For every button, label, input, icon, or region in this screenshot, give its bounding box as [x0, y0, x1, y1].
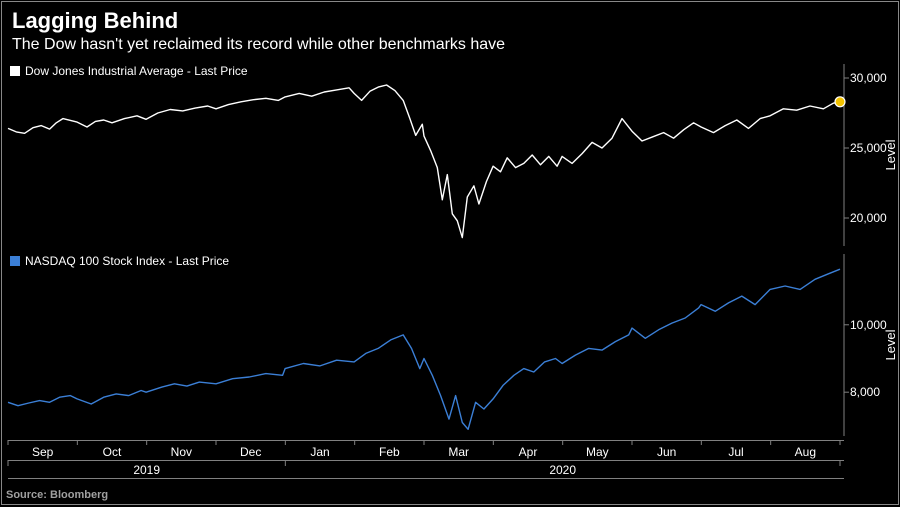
svg-text:10,000: 10,000	[850, 318, 887, 332]
svg-text:Jun: Jun	[657, 445, 676, 459]
svg-text:25,000: 25,000	[850, 141, 887, 155]
legend-swatch-icon	[10, 256, 20, 266]
legend-dow: Dow Jones Industrial Average - Last Pric…	[10, 64, 248, 78]
legend-label: NASDAQ 100 Stock Index - Last Price	[25, 254, 229, 268]
chart-subtitle: The Dow hasn't yet reclaimed its record …	[12, 36, 888, 54]
svg-text:Level: Level	[883, 139, 898, 170]
svg-text:Nov: Nov	[171, 445, 192, 459]
svg-text:Feb: Feb	[379, 445, 400, 459]
legend-nasdaq: NASDAQ 100 Stock Index - Last Price	[10, 254, 229, 268]
chart-title: Lagging Behind	[12, 8, 888, 34]
chart-svg-nasdaq: 8,000 10,000Level	[2, 250, 900, 440]
chart-panel-dow: Dow Jones Industrial Average - Last Pric…	[2, 60, 898, 250]
svg-text:2020: 2020	[549, 463, 576, 477]
chart-frame: Lagging Behind The Dow hasn't yet reclai…	[1, 1, 899, 505]
legend-swatch-icon	[10, 66, 20, 76]
x-axis: Sep Oct Nov Dec Jan Feb Mar Apr May Jun Jul Aug 2019…	[2, 440, 898, 484]
svg-text:Dec: Dec	[240, 445, 261, 459]
header: Lagging Behind The Dow hasn't yet reclai…	[2, 2, 898, 58]
chart-panel-nasdaq: NASDAQ 100 Stock Index - Last Price 8,00…	[2, 250, 898, 440]
svg-text:8,000: 8,000	[850, 385, 880, 399]
svg-text:Level: Level	[883, 329, 898, 360]
svg-text:Aug: Aug	[795, 445, 816, 459]
svg-text:Jan: Jan	[310, 445, 329, 459]
svg-text:2019: 2019	[133, 463, 160, 477]
svg-text:Apr: Apr	[519, 445, 538, 459]
svg-text:May: May	[586, 445, 609, 459]
source-label: Source: Bloomberg	[6, 489, 108, 501]
svg-text:Oct: Oct	[103, 445, 122, 459]
svg-text:Sep: Sep	[32, 445, 54, 459]
svg-text:Mar: Mar	[448, 445, 469, 459]
svg-text:20,000: 20,000	[850, 211, 887, 225]
svg-text:Jul: Jul	[728, 445, 743, 459]
x-axis-svg: Sep Oct Nov Dec Jan Feb Mar Apr May Jun Jul Aug 2019…	[2, 440, 900, 490]
svg-text:30,000: 30,000	[850, 71, 887, 85]
chart-svg-dow: 20,000 25,000 30,000 Level	[2, 60, 900, 250]
legend-label: Dow Jones Industrial Average - Last Pric…	[25, 64, 248, 78]
